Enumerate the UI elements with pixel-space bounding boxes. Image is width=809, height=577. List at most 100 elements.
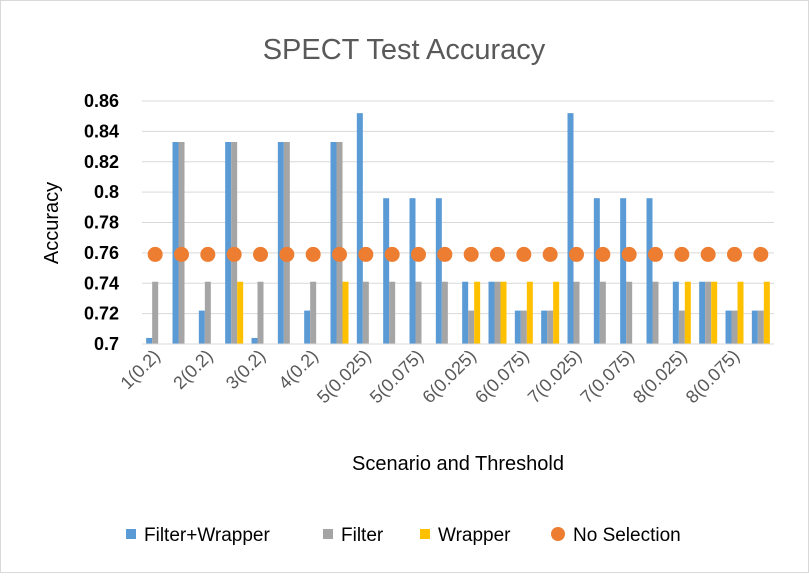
x-tick-label: 3(0.2) bbox=[222, 346, 269, 393]
no-selection-marker bbox=[147, 246, 163, 262]
bar-filter bbox=[494, 281, 501, 344]
bar-filter bbox=[468, 310, 475, 344]
bar-filter-wrapper bbox=[725, 310, 732, 344]
bar-filter bbox=[441, 281, 448, 344]
bar-filter-wrapper bbox=[409, 198, 416, 344]
y-tick-label: 0.86 bbox=[84, 91, 119, 111]
legend-swatch-no-selection bbox=[551, 527, 565, 541]
y-tick-label: 0.78 bbox=[84, 213, 119, 233]
bar-wrapper bbox=[711, 281, 718, 344]
x-tick-label: 5(0.025) bbox=[313, 346, 375, 408]
x-tick-label: 6(0.025) bbox=[418, 346, 480, 408]
x-tick-label: 5(0.075) bbox=[366, 346, 428, 408]
bar-filter bbox=[415, 281, 422, 344]
no-selection-marker bbox=[542, 246, 558, 262]
bar-filter-wrapper bbox=[567, 113, 574, 345]
bar-filter bbox=[705, 281, 712, 344]
legend-label: Filter bbox=[341, 525, 384, 546]
no-selection-marker bbox=[332, 246, 347, 262]
y-tick-label: 0.76 bbox=[84, 243, 119, 263]
bar-wrapper bbox=[342, 281, 349, 344]
legend-label: Wrapper bbox=[438, 525, 511, 546]
bar-wrapper bbox=[237, 281, 244, 344]
bar-filter bbox=[573, 281, 580, 344]
bar-filter-wrapper bbox=[304, 310, 311, 344]
y-tick-label: 0.72 bbox=[84, 304, 119, 324]
legend-swatch-filter-wrapper bbox=[126, 529, 136, 539]
bar-filter-wrapper bbox=[435, 198, 442, 344]
legend-label: Filter+Wrapper bbox=[144, 525, 271, 546]
no-selection-marker bbox=[305, 246, 321, 262]
bar-filter bbox=[652, 281, 659, 344]
bar-wrapper bbox=[526, 281, 533, 344]
bar-filter-wrapper bbox=[383, 198, 390, 344]
bar-wrapper bbox=[474, 281, 481, 344]
no-selection-marker bbox=[727, 246, 742, 262]
bar-wrapper bbox=[763, 281, 770, 344]
no-selection-marker bbox=[490, 246, 505, 262]
bar-filter bbox=[336, 142, 343, 344]
bar-filter bbox=[362, 281, 369, 344]
x-axis-tick-labels: 1(0.2) 2(0.2) 3(0.2) 4(0.2)5(0.025)5(0.075)… bbox=[117, 346, 744, 408]
y-axis-title: Accuracy bbox=[41, 182, 63, 264]
no-selection-marker bbox=[358, 246, 374, 262]
bar-filter bbox=[283, 142, 290, 344]
x-tick-label: 7(0.025) bbox=[524, 346, 586, 408]
bar-filter-wrapper bbox=[146, 337, 153, 344]
bar-filter-wrapper bbox=[330, 142, 337, 344]
y-tick-label: 0.84 bbox=[84, 121, 119, 141]
bar-filter bbox=[231, 142, 238, 344]
x-tick-label: 8(0.025) bbox=[629, 346, 691, 408]
no-selection-markers bbox=[147, 246, 769, 262]
no-selection-marker bbox=[279, 246, 295, 262]
bar-filter bbox=[678, 310, 685, 344]
x-tick-label: 4(0.2) bbox=[275, 346, 322, 393]
legend-label: No Selection bbox=[573, 525, 681, 546]
no-selection-marker bbox=[384, 246, 400, 262]
bar-filter bbox=[257, 281, 264, 344]
bar-filter bbox=[204, 281, 211, 344]
bar-filter bbox=[626, 281, 633, 344]
bar-filter-wrapper bbox=[672, 281, 679, 344]
y-tick-label: 0.8 bbox=[94, 182, 119, 202]
bar-filter-wrapper bbox=[541, 310, 548, 344]
bar-filter-wrapper bbox=[751, 310, 758, 344]
bar-filter-wrapper bbox=[593, 198, 600, 344]
bar-filter bbox=[152, 281, 159, 344]
bar-filter bbox=[599, 281, 606, 344]
bar-wrapper bbox=[684, 281, 691, 344]
bar-wrapper bbox=[553, 281, 560, 344]
no-selection-marker bbox=[595, 246, 611, 262]
bar-filter-wrapper bbox=[699, 281, 706, 344]
bar-filter-wrapper bbox=[488, 281, 495, 344]
bar-filter bbox=[178, 142, 185, 344]
x-tick-label: 7(0.075) bbox=[576, 346, 638, 408]
y-tick-label: 0.82 bbox=[84, 152, 119, 172]
x-tick-label: 2(0.2) bbox=[169, 346, 216, 393]
bar-filter-wrapper bbox=[172, 142, 179, 344]
bar-filter-wrapper bbox=[620, 198, 627, 344]
no-selection-marker bbox=[253, 246, 268, 262]
bar-filter-wrapper bbox=[462, 281, 469, 344]
no-selection-marker bbox=[516, 246, 532, 262]
bar-wrapper bbox=[500, 281, 507, 344]
no-selection-marker bbox=[569, 246, 584, 262]
bar-filter-wrapper bbox=[514, 310, 521, 344]
x-tick-label: 8(0.075) bbox=[682, 346, 744, 408]
x-tick-label: 6(0.075) bbox=[471, 346, 533, 408]
no-selection-marker bbox=[174, 246, 189, 262]
no-selection-marker bbox=[437, 246, 453, 262]
no-selection-marker bbox=[648, 246, 663, 262]
chart-title: SPECT Test Accuracy bbox=[263, 34, 546, 66]
bar-wrapper bbox=[737, 281, 744, 344]
bar-filter bbox=[757, 310, 764, 344]
bar-filter bbox=[310, 281, 317, 344]
bar-filter bbox=[389, 281, 396, 344]
bar-filter-wrapper bbox=[225, 142, 232, 344]
bar-filter-wrapper bbox=[646, 198, 653, 344]
x-axis-title: Scenario and Threshold bbox=[352, 453, 564, 475]
legend-swatch-wrapper bbox=[420, 529, 430, 539]
bar-filter bbox=[520, 310, 527, 344]
no-selection-marker bbox=[200, 246, 216, 262]
